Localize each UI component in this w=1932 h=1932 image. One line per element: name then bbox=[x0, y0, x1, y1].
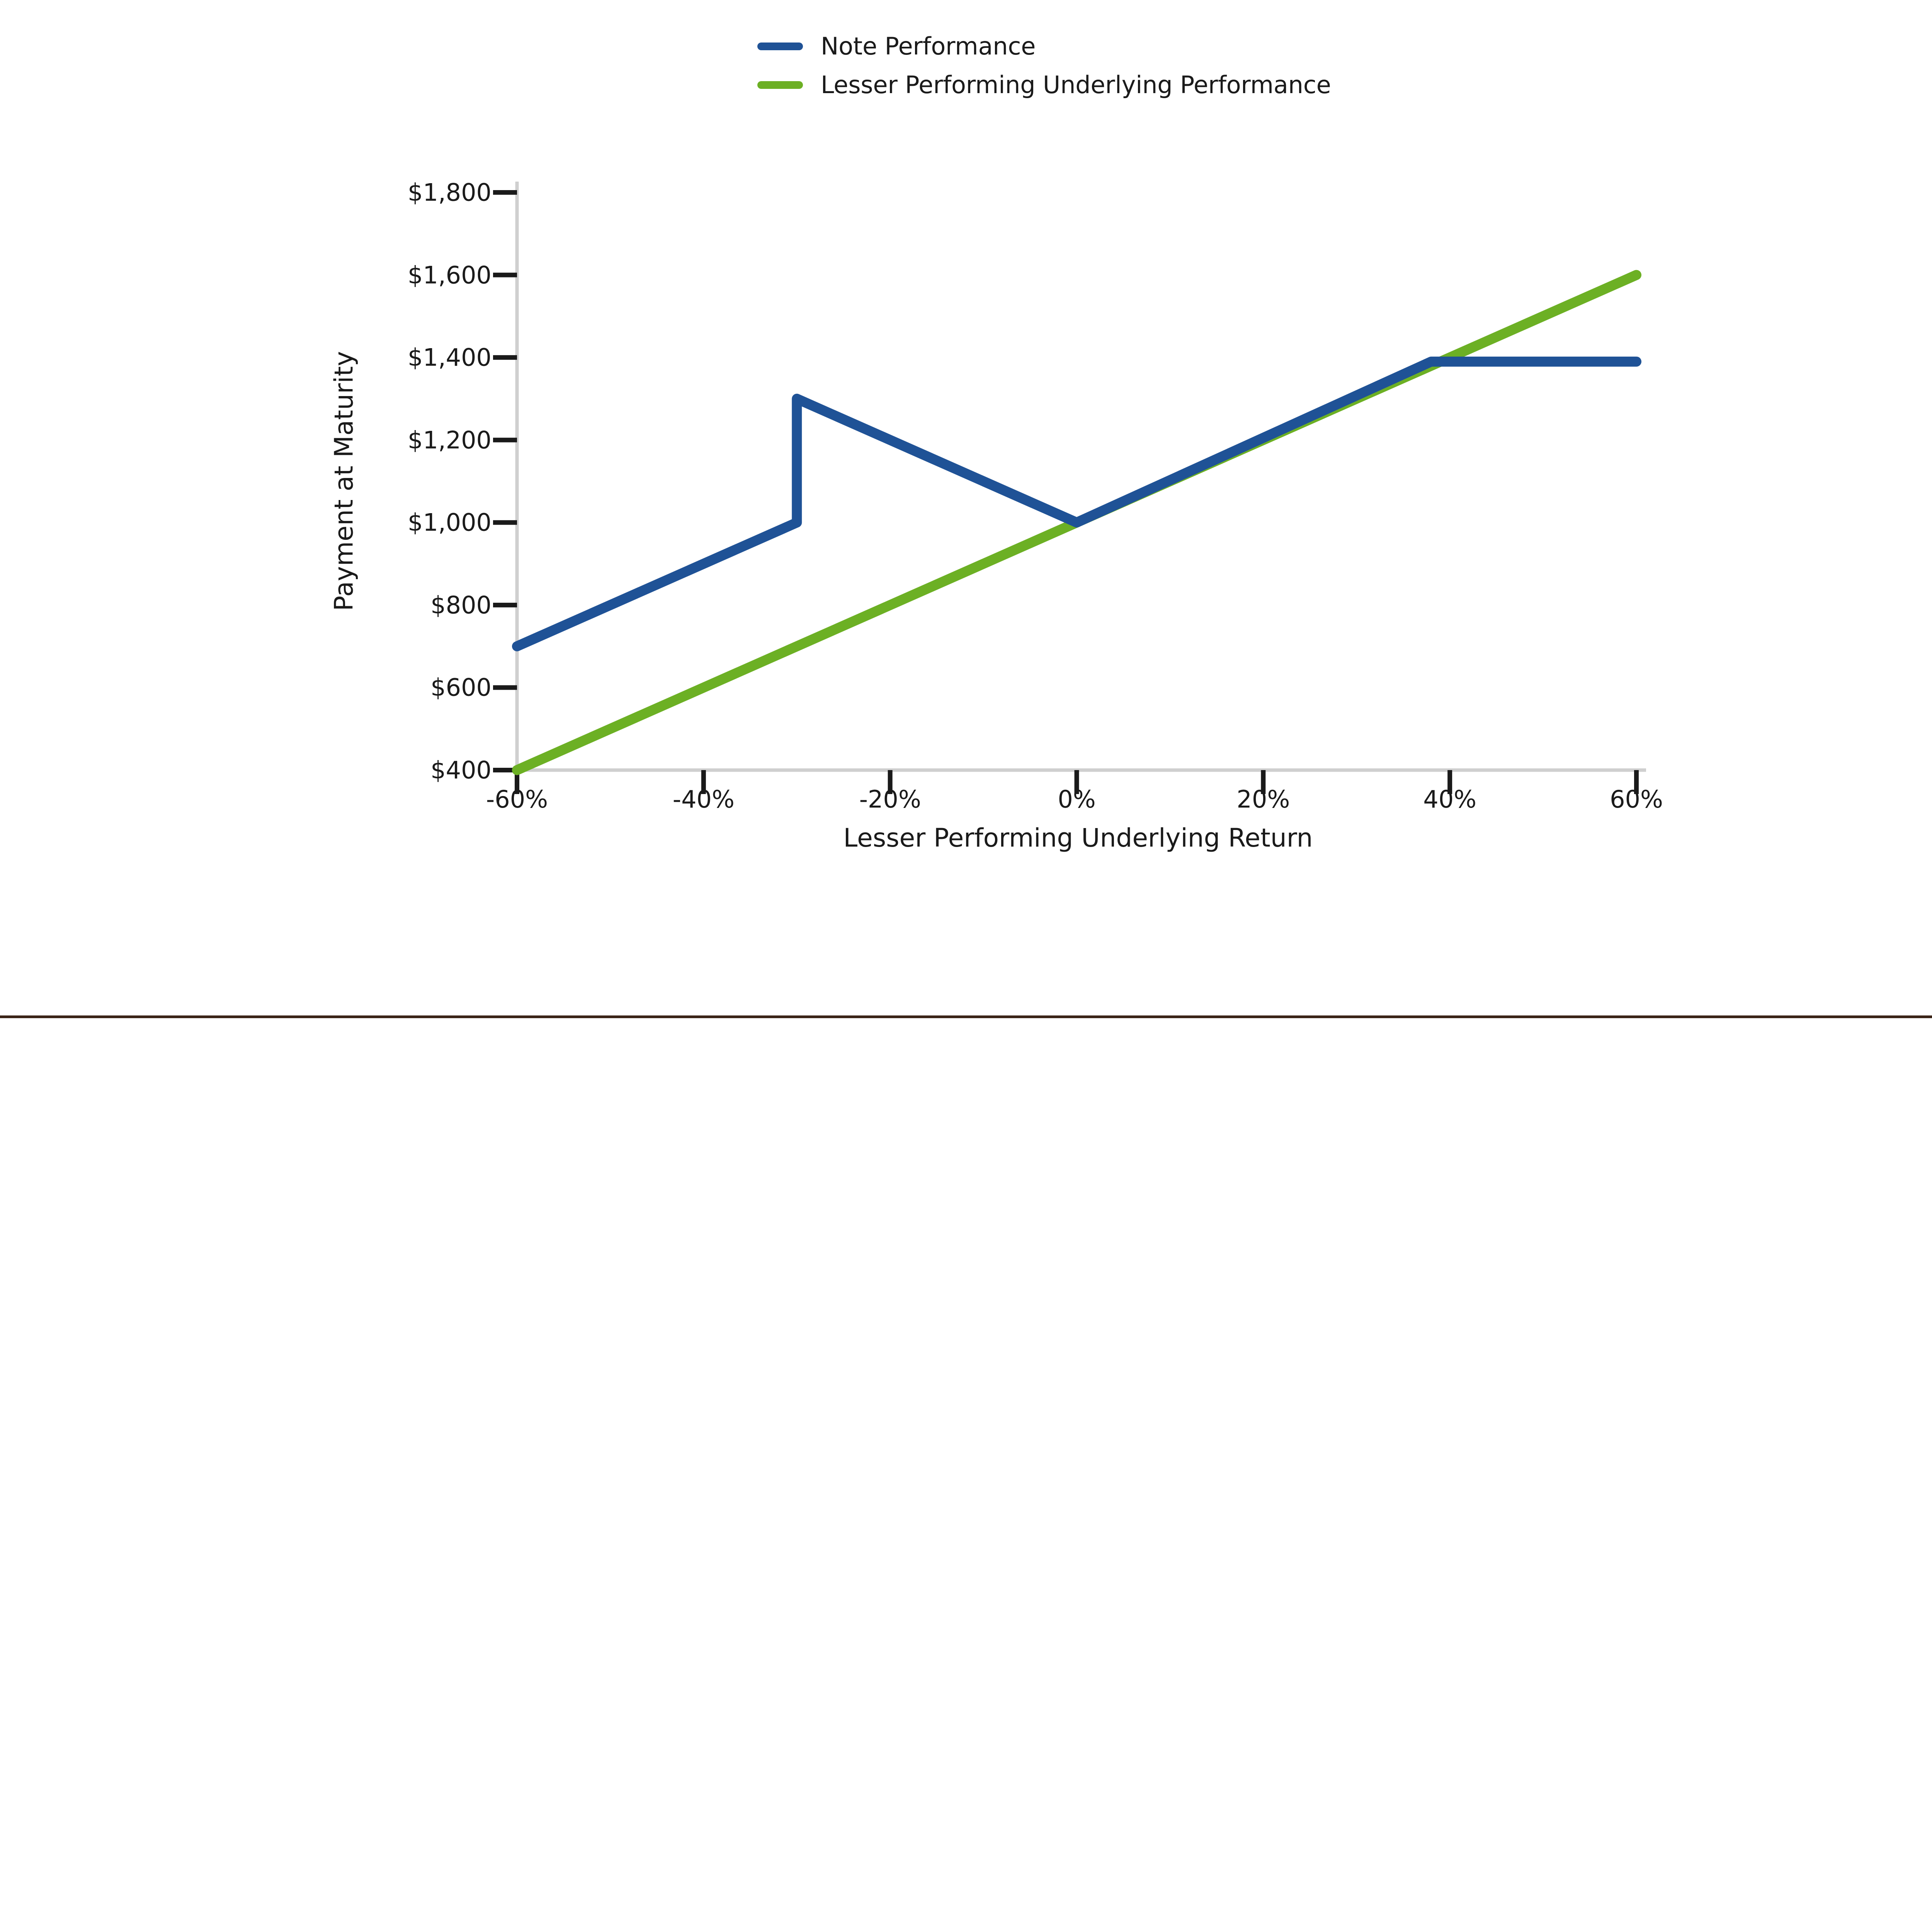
x-tick-label: 40% bbox=[1423, 785, 1477, 813]
x-tick-label: -40% bbox=[672, 785, 735, 813]
plot-area: $400 $600 $800 $1,000 $1,200 $1,400 $1,600 $1,8… bbox=[0, 0, 1932, 889]
legend-label-note-performance: Note Performance bbox=[821, 32, 1036, 60]
x-tick-label: 0% bbox=[1058, 785, 1096, 813]
y-tick-label: $1,200 bbox=[408, 426, 492, 454]
payoff-chart: Note Performance Lesser Performing Under… bbox=[0, 0, 1932, 889]
page-divider-top bbox=[0, 1015, 1932, 1018]
legend-item-note-performance: Note Performance bbox=[757, 27, 1530, 66]
x-tick-label: -20% bbox=[859, 785, 921, 813]
x-tick-label: 20% bbox=[1236, 785, 1290, 813]
legend-swatch-note-performance bbox=[757, 43, 803, 50]
y-axis-ticks bbox=[493, 190, 517, 772]
x-tick-label: 60% bbox=[1610, 785, 1663, 813]
x-axis-ticks bbox=[515, 770, 1639, 794]
legend-label-underlying-performance: Lesser Performing Underlying Performance bbox=[821, 71, 1331, 99]
y-tick-label: $400 bbox=[430, 756, 492, 784]
x-axis-title: Lesser Performing Underlying Return bbox=[843, 823, 1313, 853]
y-tick-label: $1,400 bbox=[408, 343, 492, 372]
y-tick-label: $600 bbox=[430, 673, 492, 702]
y-tick-label: $1,600 bbox=[408, 261, 492, 289]
legend-swatch-underlying-performance bbox=[757, 81, 803, 89]
y-axis-title: Payment at Maturity bbox=[329, 351, 359, 611]
legend-item-underlying-performance: Lesser Performing Underlying Performance bbox=[757, 66, 1530, 104]
y-axis-ticklabels: $400 $600 $800 $1,000 $1,200 $1,400 $1,600 $1,8… bbox=[0, 0, 1932, 889]
x-tick-label: -60% bbox=[486, 785, 548, 813]
y-tick-label: $800 bbox=[430, 591, 492, 619]
chart-legend: Note Performance Lesser Performing Under… bbox=[757, 27, 1530, 104]
x-axis-ticklabels: -60% -40% -20% 0% 20% 40% 60% bbox=[0, 0, 1932, 889]
series-line-note-performance bbox=[512, 356, 1641, 651]
y-tick-label: $1,800 bbox=[408, 178, 492, 207]
y-tick-label: $1,000 bbox=[408, 508, 492, 537]
plot-canvas bbox=[493, 182, 1646, 794]
